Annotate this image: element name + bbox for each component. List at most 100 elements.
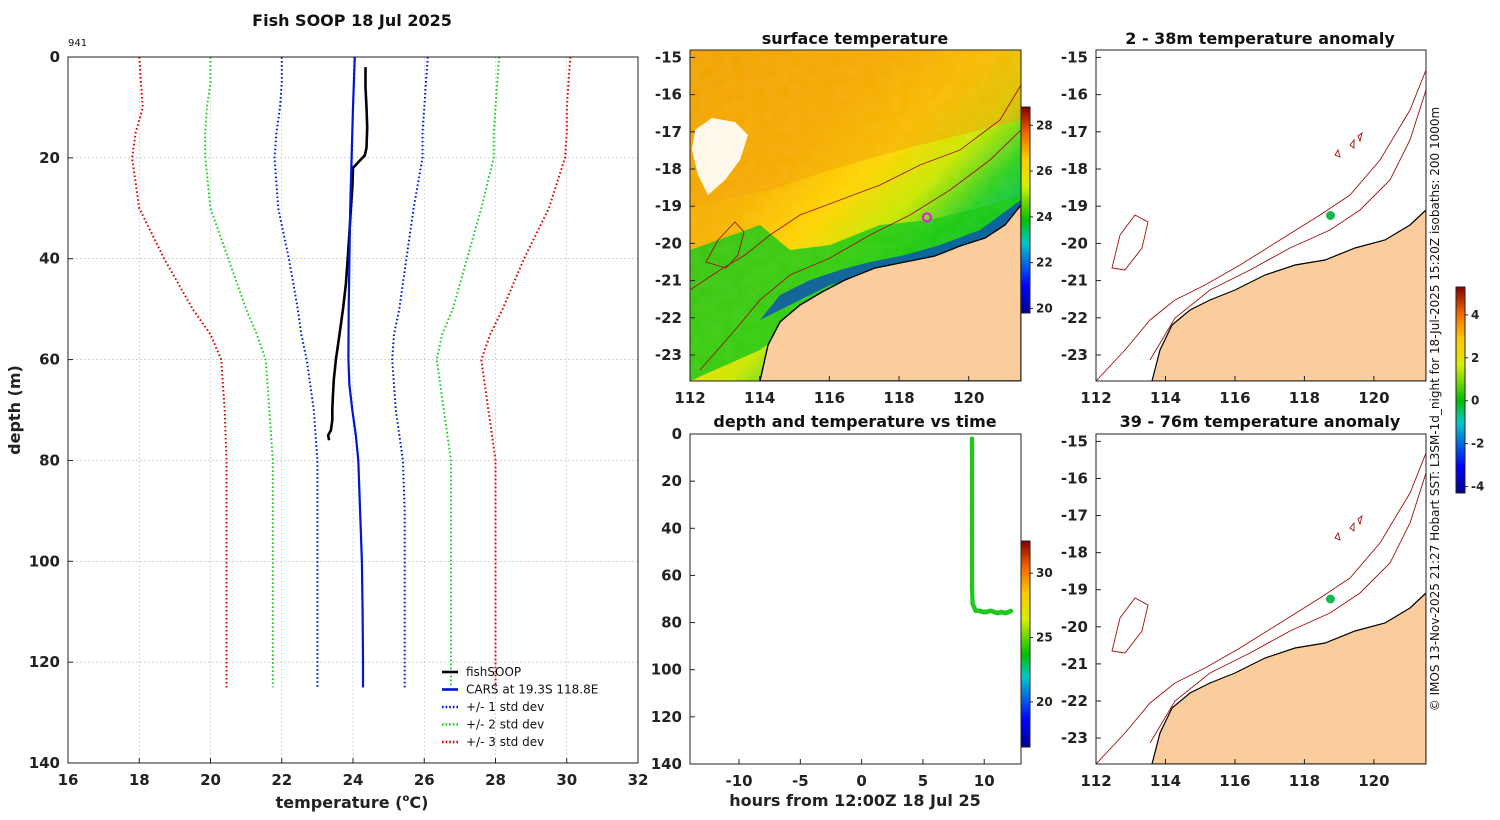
y-tick-label: 60 bbox=[39, 351, 60, 369]
sst-cool-coastal bbox=[760, 200, 1021, 320]
profile-x-label: temperature (oC) bbox=[276, 793, 429, 812]
profile-corner-label: 941 bbox=[68, 38, 87, 49]
y-tick-label: -17 bbox=[655, 123, 682, 141]
profile-line--1-std-dev-upper- bbox=[391, 56, 429, 688]
depthtime-point bbox=[1008, 608, 1014, 614]
anomaly-upper-isobath-200 bbox=[1149, 89, 1426, 361]
colorbar-tick-label: -2 bbox=[1471, 437, 1484, 451]
y-tick-label: -20 bbox=[655, 234, 682, 252]
y-tick-label: -16 bbox=[655, 86, 682, 104]
y-tick-label: -15 bbox=[1061, 432, 1088, 450]
y-tick-label: -15 bbox=[655, 48, 682, 66]
profile-y-label: depth (m) bbox=[5, 365, 24, 455]
anomaly-upper-y-ticks: -15 -16 -17 -18 -19 -20 -21 -22 -23 bbox=[1061, 48, 1101, 364]
depthtime-colorbar-frame bbox=[1020, 540, 1031, 748]
profile-x-ticks: 16 18 20 22 24 26 28 30 32 bbox=[58, 758, 648, 789]
profile-y-ticks: 0 20 40 60 80 100 120 140 bbox=[29, 48, 73, 772]
x-tick-label: 26 bbox=[414, 771, 435, 789]
x-tick-label: 10 bbox=[974, 772, 995, 790]
y-tick-label: -17 bbox=[1061, 123, 1088, 141]
anomaly-upper-title: 2 - 38m temperature anomaly bbox=[1125, 29, 1395, 48]
y-tick-label: 20 bbox=[661, 472, 682, 490]
x-tick-label: -5 bbox=[792, 772, 809, 790]
y-tick-label: -18 bbox=[655, 160, 682, 178]
anomaly-colorbar-frame bbox=[1455, 286, 1466, 494]
anomaly-colorbar bbox=[1456, 287, 1465, 493]
y-tick-label: -16 bbox=[1061, 86, 1088, 104]
anomaly-upper-isobath-reefs bbox=[1334, 131, 1363, 158]
anomaly-colorbar-ticks: -4 -2 0 2 4 bbox=[1465, 308, 1484, 494]
anomaly-lower-isobath-reefs bbox=[1334, 514, 1363, 541]
y-tick-label: -22 bbox=[1061, 692, 1088, 710]
sst-colorbar-ticks: 20 22 24 26 28 bbox=[1030, 118, 1053, 315]
depthtime-y-ticks: 0 20 40 60 80 100 120 140 bbox=[651, 425, 695, 773]
y-tick-label: 120 bbox=[29, 653, 60, 671]
y-tick-label: -23 bbox=[1061, 729, 1088, 747]
anomaly-lower-title: 39 - 76m temperature anomaly bbox=[1120, 412, 1401, 431]
colorbar-tick-label: 20 bbox=[1036, 301, 1053, 315]
colorbar-tick-label: -4 bbox=[1471, 480, 1484, 494]
anomaly-lower-x-ticks: 112 114 116 118 120 bbox=[1080, 759, 1390, 790]
x-tick-label: 112 bbox=[1080, 772, 1111, 790]
legend-label: +/- 2 std dev bbox=[466, 718, 544, 732]
x-tick-label: 112 bbox=[674, 389, 705, 407]
legend-label: +/- 1 std dev bbox=[466, 700, 544, 714]
profile-line--3-std-dev-lower- bbox=[131, 56, 228, 688]
y-tick-label: -21 bbox=[655, 272, 682, 290]
x-tick-label: 114 bbox=[744, 389, 775, 407]
sst-panel: surface temperature 112 114 116 118 120 -15-… bbox=[655, 29, 1053, 407]
x-tick-label: 24 bbox=[343, 771, 364, 789]
depthtime-colorbar-ticks: 20 25 30 bbox=[1030, 566, 1053, 709]
anomaly-upper-axes-box bbox=[1095, 49, 1427, 382]
anomaly-lower-isobath-1000 bbox=[1096, 452, 1426, 764]
y-tick-label: 20 bbox=[39, 149, 60, 167]
sst-title: surface temperature bbox=[762, 29, 949, 48]
credit-text: © IMOS 13-Nov-2025 21:27 Hobart SST: L3S… bbox=[1428, 107, 1442, 711]
y-tick-label: 100 bbox=[29, 552, 60, 570]
profile-panel: Fish SOOP 18 Jul 2025 941 16 18 20 22 24 26 28… bbox=[5, 11, 648, 812]
y-tick-label: -18 bbox=[1061, 160, 1088, 178]
sst-land bbox=[759, 203, 1021, 381]
y-tick-label: -21 bbox=[1061, 272, 1088, 290]
y-tick-label: -20 bbox=[1061, 618, 1088, 636]
depthtime-title: depth and temperature vs time bbox=[713, 412, 996, 431]
anomaly-upper-land bbox=[1151, 209, 1426, 381]
x-tick-label: 116 bbox=[1219, 772, 1250, 790]
legend-label: fishSOOP bbox=[466, 665, 521, 679]
anomaly-lower-y-ticks: -15 -16 -17 -18 -19 -20 -21 -22 -23 bbox=[1061, 432, 1101, 747]
x-tick-label: 118 bbox=[883, 389, 914, 407]
anomaly-upper-location-marker bbox=[1325, 211, 1335, 220]
x-tick-label: 120 bbox=[1358, 772, 1389, 790]
colorbar-tick-label: 20 bbox=[1036, 695, 1053, 709]
profile-line-cars-at-19-3s-118-8e bbox=[347, 56, 365, 688]
profile-series bbox=[131, 56, 572, 688]
colorbar-tick-label: 0 bbox=[1471, 394, 1479, 408]
x-tick-label: -10 bbox=[725, 772, 752, 790]
x-tick-label: 114 bbox=[1150, 389, 1181, 407]
x-tick-label: 112 bbox=[1080, 389, 1111, 407]
sst-isobath-bank bbox=[705, 221, 745, 269]
x-tick-label: 20 bbox=[200, 771, 221, 789]
y-tick-label: -19 bbox=[1061, 581, 1088, 599]
colorbar-tick-label: 4 bbox=[1471, 308, 1479, 322]
y-tick-label: -15 bbox=[1061, 48, 1088, 66]
colorbar-tick-label: 26 bbox=[1036, 164, 1053, 178]
sst-colorbar bbox=[1021, 107, 1030, 313]
profile-title: Fish SOOP 18 Jul 2025 bbox=[252, 11, 452, 30]
depthtime-colorbar bbox=[1021, 541, 1030, 747]
anomaly-lower-axes-box bbox=[1095, 433, 1427, 765]
profile-line--2-std-dev-lower- bbox=[204, 57, 274, 688]
y-tick-label: 40 bbox=[39, 250, 60, 268]
y-tick-label: 100 bbox=[651, 661, 682, 679]
anomaly-lower-map bbox=[1096, 452, 1426, 764]
y-tick-label: 140 bbox=[651, 755, 682, 773]
sst-location-marker bbox=[921, 212, 933, 223]
x-tick-label: 22 bbox=[271, 771, 292, 789]
y-tick-label: -21 bbox=[1061, 655, 1088, 673]
depthtime-points bbox=[969, 436, 1014, 616]
y-tick-label: 60 bbox=[661, 566, 682, 584]
profile-line--3-std-dev-upper- bbox=[480, 56, 572, 688]
depthtime-panel: depth and temperature vs time -10 -5 0 5 10 … bbox=[651, 412, 1053, 810]
y-tick-label: 0 bbox=[672, 425, 682, 443]
y-tick-label: 120 bbox=[651, 708, 682, 726]
